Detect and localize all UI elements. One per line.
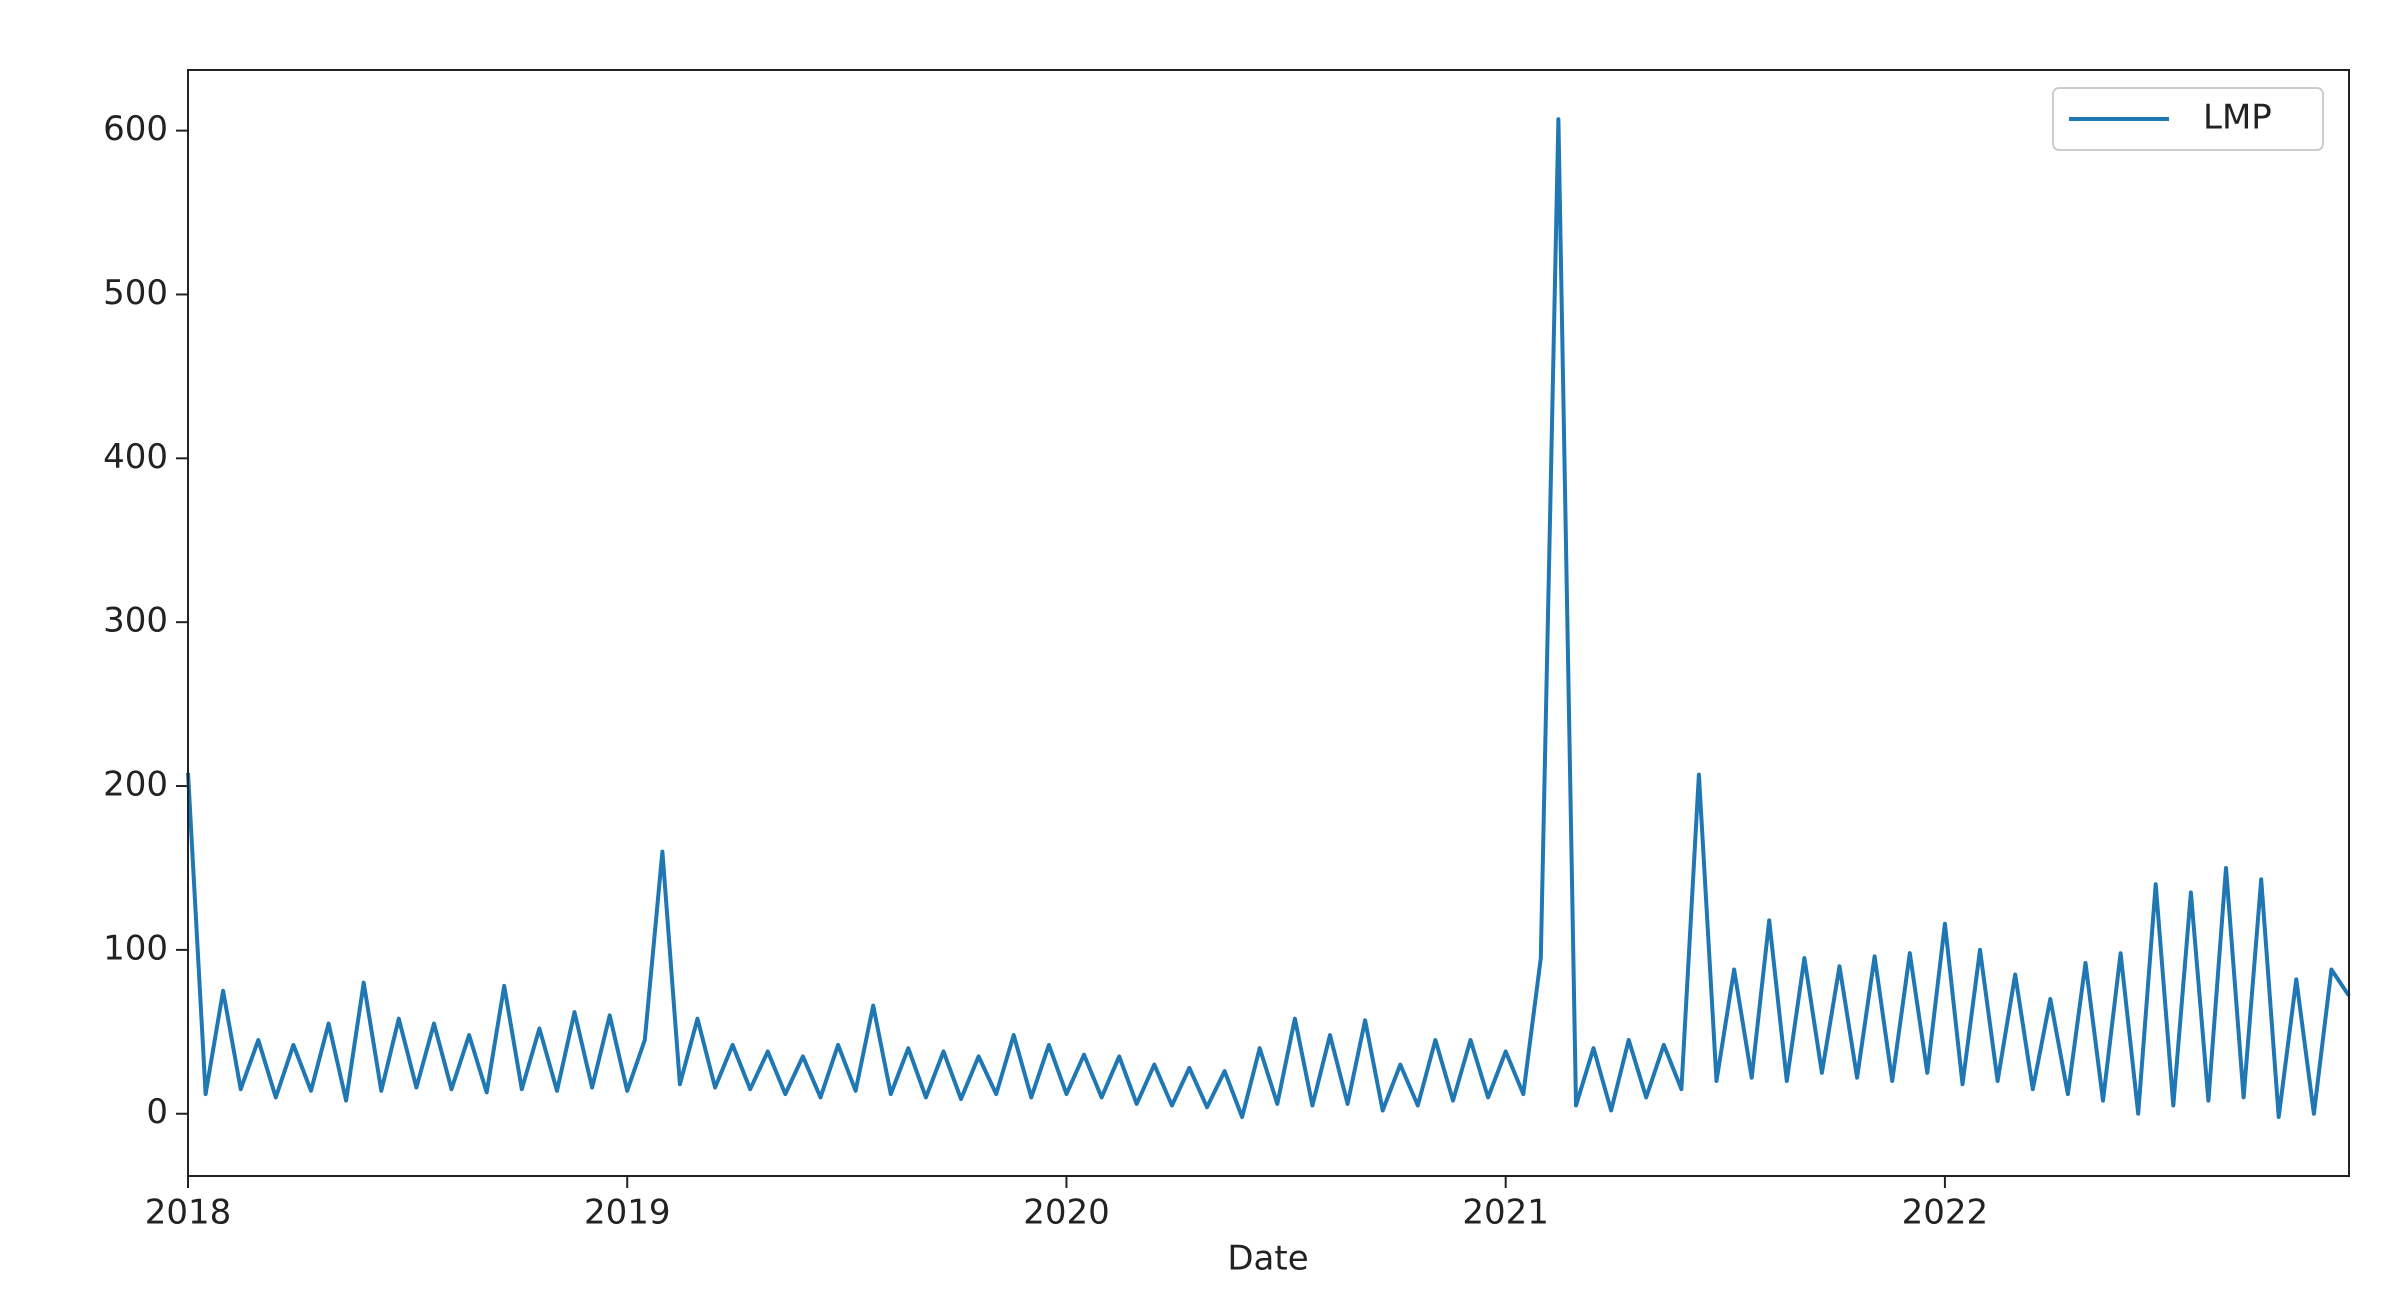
series-line [186, 117, 2351, 1119]
x-tick-label: 2022 [1902, 1193, 1989, 1233]
x-tick-label: 2018 [145, 1193, 232, 1233]
x-tick-label: 2020 [1023, 1193, 1110, 1233]
legend-box [2052, 87, 2324, 151]
y-tick-label: 0 [146, 1092, 168, 1132]
y-tick-label: 400 [103, 437, 168, 477]
x-tick-label: 2019 [584, 1193, 671, 1233]
x-tick-label: 2021 [1462, 1193, 1549, 1233]
y-tick-label: 200 [103, 765, 168, 805]
x-axis-label: Date [1227, 1239, 1308, 1279]
y-tick-label: 100 [103, 928, 168, 968]
plot-frame [187, 69, 2350, 1177]
y-tick-label: 500 [103, 273, 168, 313]
y-tick-label: 600 [103, 109, 168, 149]
legend-label: LMP [2203, 98, 2272, 138]
y-tick-label: 300 [103, 601, 168, 641]
